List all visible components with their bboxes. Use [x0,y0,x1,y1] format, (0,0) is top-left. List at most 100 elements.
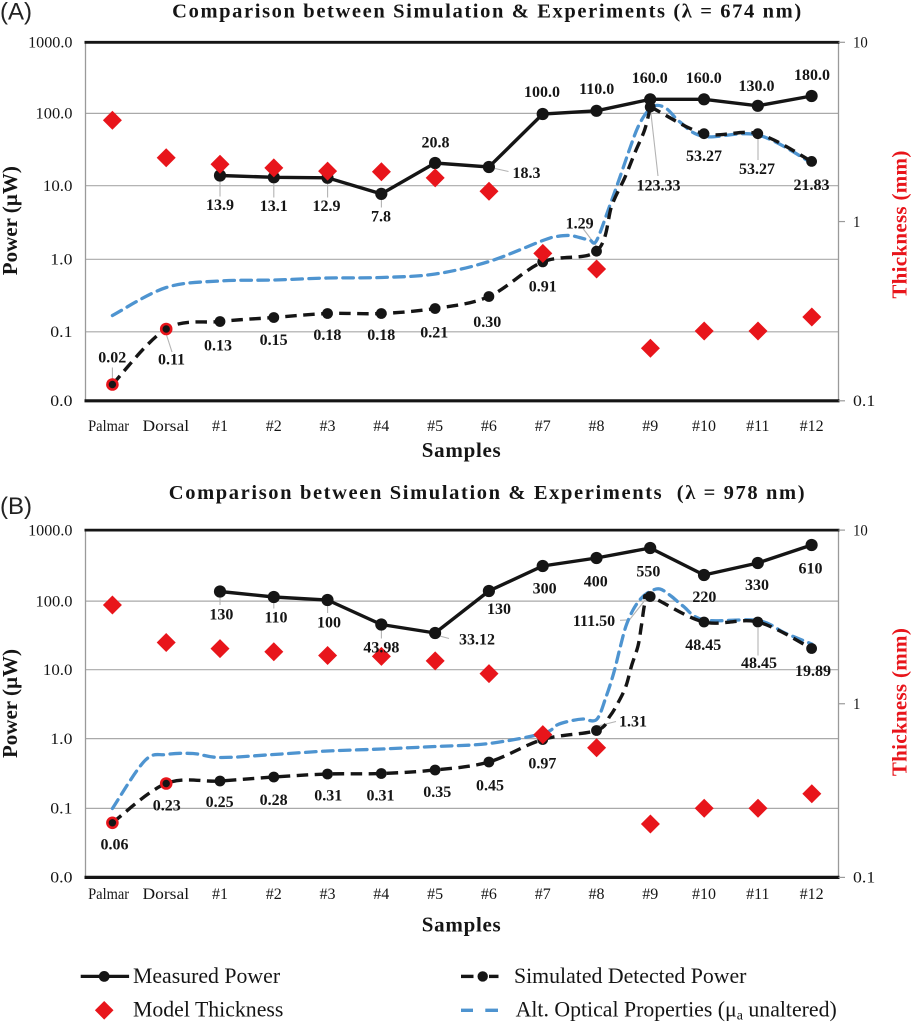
svg-text:48.45: 48.45 [741,655,777,672]
svg-text:20.8: 20.8 [422,135,450,152]
svg-text:0.18: 0.18 [313,327,341,344]
svg-text:1.0: 1.0 [50,731,72,748]
svg-text:10.0: 10.0 [43,662,73,679]
svg-text:48.45: 48.45 [685,637,721,654]
svg-text:#5: #5 [427,886,443,903]
svg-text:53.27: 53.27 [686,148,722,165]
svg-text:0.1: 0.1 [50,801,72,818]
svg-text:#6: #6 [481,418,497,435]
svg-text:(A): (A) [0,0,32,26]
svg-text:0.1: 0.1 [50,324,72,341]
svg-text:Model Thickness: Model Thickness [133,998,283,1022]
svg-text:#4: #4 [373,886,389,903]
svg-text:#7: #7 [535,886,551,903]
svg-text:Simulated Detected Power: Simulated Detected Power [514,964,747,988]
svg-text:0.91: 0.91 [529,278,557,295]
svg-text:#12: #12 [800,886,824,903]
svg-text:#11: #11 [746,418,769,435]
svg-text:#2: #2 [266,886,282,903]
svg-text:#3: #3 [320,418,336,435]
svg-text:330: 330 [745,577,769,594]
svg-text:#3: #3 [320,886,336,903]
svg-text:1.0: 1.0 [50,252,72,269]
svg-text:Alt. Optical Properties (μa un: Alt. Optical Properties (μa unaltered) [516,998,837,1023]
svg-text:110: 110 [264,610,287,627]
svg-text:0.15: 0.15 [260,332,288,349]
svg-text:13.9: 13.9 [206,197,234,214]
svg-text:#7: #7 [535,418,551,435]
svg-text:7.8: 7.8 [371,209,391,226]
svg-text:0.18: 0.18 [367,327,395,344]
svg-text:130: 130 [487,601,511,618]
svg-text:300: 300 [533,580,557,597]
svg-text:111.50: 111.50 [573,613,615,630]
svg-text:#6: #6 [481,886,497,903]
svg-text:0.11: 0.11 [158,352,185,369]
svg-text:Palmar: Palmar [88,418,130,435]
svg-text:0.0: 0.0 [50,870,72,887]
svg-text:#10: #10 [692,418,716,435]
svg-text:220: 220 [692,589,716,606]
svg-text:130.0: 130.0 [739,78,775,95]
svg-text:100: 100 [317,614,341,631]
svg-text:0.02: 0.02 [98,350,126,367]
svg-text:Thickness (mm): Thickness (mm) [888,150,912,298]
svg-text:#4: #4 [373,418,389,435]
svg-text:18.3: 18.3 [513,165,541,182]
svg-text:0.1: 0.1 [853,870,875,887]
svg-text:#9: #9 [642,886,658,903]
svg-text:0.28: 0.28 [260,792,288,809]
svg-text:33.12: 33.12 [459,631,495,648]
svg-text:13.1: 13.1 [260,198,288,215]
svg-text:10: 10 [853,522,868,539]
svg-text:0.06: 0.06 [101,837,129,854]
svg-text:0.31: 0.31 [367,788,395,805]
svg-text:100.0: 100.0 [36,593,73,610]
svg-text:Samples: Samples [422,913,502,937]
svg-text:#11: #11 [746,886,769,903]
svg-text:Samples: Samples [422,438,502,462]
svg-text:43.98: 43.98 [363,640,399,657]
svg-text:Dorsal: Dorsal [143,418,190,435]
svg-text:Power (µW): Power (µW) [0,166,22,275]
svg-text:130: 130 [209,607,233,624]
svg-text:Power (µW): Power (µW) [0,649,22,758]
svg-text:Palmar: Palmar [88,886,130,903]
svg-text:0.21: 0.21 [420,325,448,342]
svg-text:0.30: 0.30 [473,314,501,331]
svg-text:180.0: 180.0 [794,67,830,84]
svg-text:0.25: 0.25 [206,794,234,811]
svg-text:#1: #1 [212,418,228,435]
svg-text:Thickness (mm): Thickness (mm) [888,628,912,776]
svg-text:1.31: 1.31 [619,714,647,731]
svg-text:400: 400 [584,573,608,590]
svg-text:12.9: 12.9 [313,198,341,215]
svg-text:1000.0: 1000.0 [28,35,73,52]
svg-text:#9: #9 [642,418,658,435]
svg-text:0.35: 0.35 [423,784,451,801]
svg-text:1: 1 [853,696,860,713]
svg-text:160.0: 160.0 [686,70,722,87]
svg-text:53.27: 53.27 [739,161,775,178]
svg-text:10: 10 [853,35,868,52]
svg-text:0.45: 0.45 [476,778,504,795]
svg-text:160.0: 160.0 [632,70,668,87]
svg-text:0.97: 0.97 [528,756,556,773]
svg-text:#8: #8 [589,886,605,903]
svg-text:Dorsal: Dorsal [143,886,190,903]
svg-text:#2: #2 [266,418,282,435]
svg-text:610: 610 [799,561,823,578]
svg-text:21.83: 21.83 [794,177,830,194]
svg-text:#1: #1 [212,886,228,903]
svg-text:Comparison between Simulation: Comparison between Simulation & Experime… [169,482,806,504]
svg-text:100.0: 100.0 [524,84,560,101]
svg-text:(B): (B) [0,493,32,520]
svg-text:#5: #5 [427,418,443,435]
svg-text:0.13: 0.13 [204,338,232,355]
svg-text:#12: #12 [800,418,824,435]
svg-text:Measured Power: Measured Power [133,964,281,988]
svg-text:Comparison between Simulation: Comparison between Simulation & Experime… [172,1,803,23]
svg-text:#10: #10 [692,886,716,903]
svg-text:0.0: 0.0 [50,393,72,410]
svg-text:110.0: 110.0 [579,81,614,98]
